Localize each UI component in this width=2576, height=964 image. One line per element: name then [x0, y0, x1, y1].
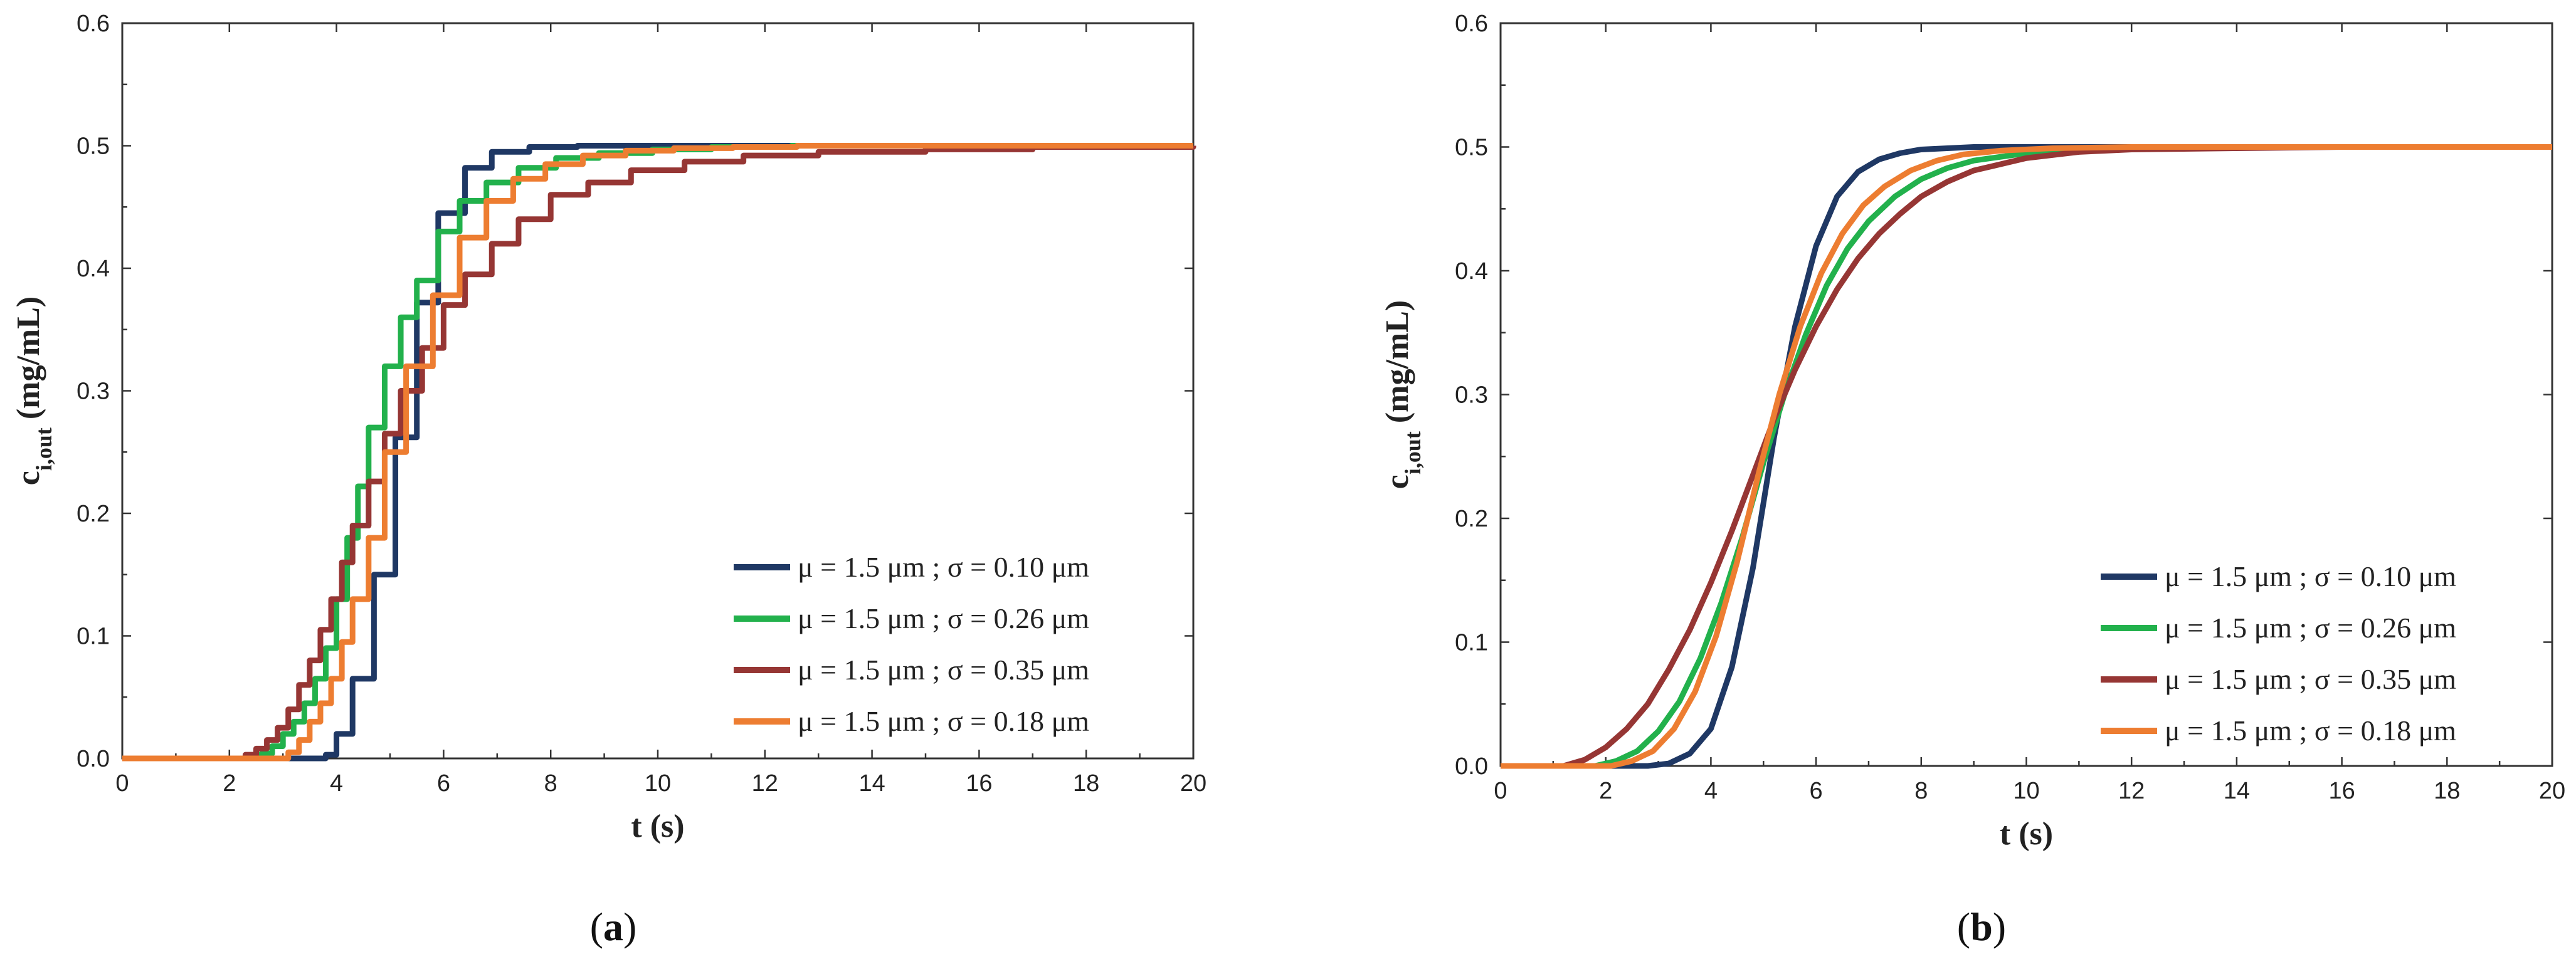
- chart-panel-a: 0 2 4 6 8 10 12 14 16 18 20 0.0 0.1 0.2 0.3 0.4 0.5 0.6 t …: [11, 11, 1206, 949]
- x-tick-label: 20: [2539, 778, 2565, 804]
- x-tick-label: 0: [1494, 778, 1507, 804]
- y-axis-title-unit: (mg/mL): [11, 296, 46, 427]
- series-line-1: [122, 143, 1193, 762]
- plot-area-frame: [121, 22, 1195, 760]
- legend-label: μ = 1.5 μm ; σ = 0.26 μm: [2165, 612, 2456, 644]
- x-tick-label: 4: [330, 770, 343, 797]
- legend-label: μ = 1.5 μm ; σ = 0.18 μm: [2165, 715, 2456, 747]
- y-tick-label: 0.4: [77, 256, 110, 282]
- y-tick-label: 0.0: [1455, 753, 1488, 780]
- legend-label: μ = 1.5 μm ; σ = 0.18 μm: [798, 705, 1089, 737]
- x-tick-label: 2: [1599, 778, 1612, 804]
- y-tick-label: 0.0: [77, 746, 110, 772]
- y-tick-label: 0.5: [77, 134, 110, 160]
- x-tick-label: 8: [1914, 778, 1928, 804]
- plot-area-frame: [1499, 22, 2553, 767]
- legend-label: μ = 1.5 μm ; σ = 0.35 μm: [798, 654, 1089, 686]
- y-tick-label: 0.3: [1455, 382, 1488, 409]
- y-axis-title: ci,out (mg/mL): [11, 296, 56, 486]
- legend: μ = 1.5 μm ; σ = 0.10 μm μ = 1.5 μm ; σ =…: [2101, 560, 2456, 747]
- y-axis-title-main: c: [11, 471, 46, 485]
- y-axis-title: ci,out (mg/mL): [1380, 300, 1425, 490]
- x-axis-title: t (s): [2000, 816, 2053, 852]
- x-tick-label: 6: [437, 770, 450, 797]
- x-axis-title: t (s): [631, 809, 684, 844]
- y-tick-label: 0.3: [77, 379, 110, 405]
- x-tick-label: 0: [115, 770, 129, 797]
- y-tick-label: 0.5: [1455, 135, 1488, 161]
- x-tick-label: 18: [2434, 778, 2460, 804]
- y-axis-title-subscript: i,out: [1400, 431, 1425, 474]
- x-tick-label: 14: [858, 770, 885, 797]
- y-tick-label: 0.2: [77, 501, 110, 527]
- x-tick-label: 12: [752, 770, 778, 797]
- series-line-1: [1501, 144, 2552, 769]
- y-tick-label: 0.6: [1455, 11, 1488, 37]
- x-tick-label: 6: [1810, 778, 1823, 804]
- x-tick-label: 18: [1073, 770, 1099, 797]
- panel-label: (b): [1957, 904, 2006, 949]
- y-axis-title-unit: (mg/mL): [1380, 300, 1415, 431]
- y-tick-label: 0.1: [77, 624, 110, 650]
- panel-label: (a): [590, 904, 637, 949]
- y-tick-label: 0.1: [1455, 630, 1488, 656]
- legend-label: μ = 1.5 μm ; σ = 0.35 μm: [2165, 663, 2456, 695]
- x-tick-label: 4: [1704, 778, 1718, 804]
- x-tick-label: 8: [544, 770, 557, 797]
- x-tick-label: 10: [2013, 778, 2039, 804]
- x-tick-label: 20: [1180, 770, 1206, 797]
- legend-label: μ = 1.5 μm ; σ = 0.10 μm: [2165, 560, 2456, 592]
- x-tick-label: 16: [966, 770, 992, 797]
- x-tick-label: 12: [2118, 778, 2145, 804]
- legend-label: μ = 1.5 μm ; σ = 0.10 μm: [798, 551, 1089, 583]
- y-tick-label: 0.6: [77, 11, 110, 37]
- series-line-3: [122, 144, 1196, 762]
- x-tick-label: 14: [2224, 778, 2250, 804]
- y-tick-label: 0.2: [1455, 506, 1488, 532]
- y-tick-label: 0.4: [1455, 258, 1488, 285]
- x-tick-label: 10: [645, 770, 671, 797]
- legend: μ = 1.5 μm ; σ = 0.10 μm μ = 1.5 μm ; σ =…: [734, 551, 1089, 737]
- series-line-4: [1501, 144, 2552, 769]
- series-line-2: [1501, 144, 2552, 769]
- y-axis-title-subscript: i,out: [31, 427, 56, 471]
- series-line-4: [122, 143, 1193, 762]
- chart-panel-b: 0 2 4 6 8 10 12 14 16 18 20 0.0 0.1 0.2 0.3 0.4 0.5 0.6 t …: [1380, 11, 2565, 949]
- series-line-3: [1501, 144, 2552, 769]
- x-tick-label: 2: [223, 770, 236, 797]
- y-axis-title-main: c: [1380, 474, 1415, 489]
- legend-label: μ = 1.5 μm ; σ = 0.26 μm: [798, 602, 1089, 634]
- x-tick-label: 16: [2328, 778, 2355, 804]
